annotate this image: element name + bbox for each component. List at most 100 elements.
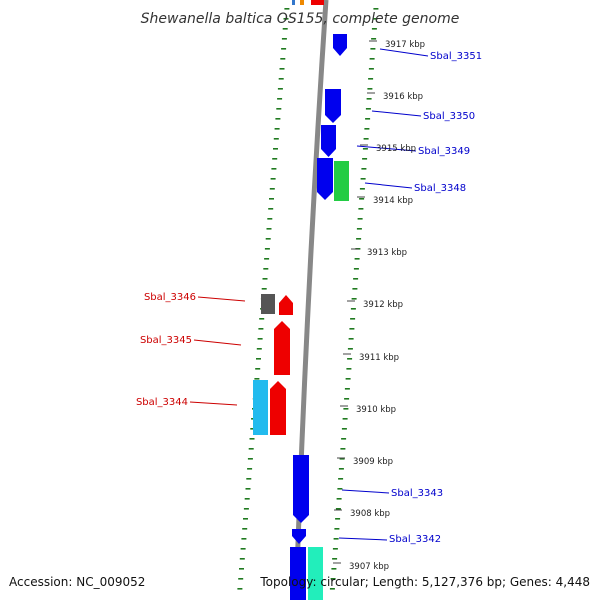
track-dot [248,448,254,450]
gene-label[interactable]: Sbal_3342 [389,534,441,545]
track-dot [336,498,342,500]
track-dot [356,228,362,230]
track-dot [332,548,338,550]
track-dot [339,458,345,460]
gene-label[interactable]: Sbal_3349 [418,146,470,157]
track-dot [358,208,364,210]
track-dot [243,518,248,520]
gene-label[interactable]: Sbal_3346 [144,292,196,303]
track-dot [369,58,375,60]
label-leader-line [371,110,422,117]
track-dot [340,448,346,450]
track-dot [281,38,287,40]
label-leader-line [341,489,390,494]
partial-feature [311,0,324,5]
grey-feature [261,294,275,314]
track-dot [238,578,244,580]
track-dot [255,368,261,370]
track-dot [366,98,372,100]
gene-label[interactable]: Sbal_3351 [430,51,482,62]
track-dot [284,8,290,10]
label-leader-line [379,48,429,57]
track-dot [362,148,368,150]
label-leader-line [364,182,413,189]
track-dot [352,288,358,290]
label-leader-line [356,145,417,152]
track-dot [267,218,273,220]
track-dot [345,378,351,380]
track-dot [338,468,344,470]
track-dot [338,478,344,480]
track-dot [342,418,348,420]
track-dot [333,538,339,540]
kbp-tick-label: 3911 kbp [359,353,399,363]
track-dot [273,138,279,140]
track-dot [344,388,350,390]
track-dot [356,238,362,240]
teal-feature [308,547,323,600]
track-dot [372,18,378,20]
track-dot [256,358,261,360]
label-leader-line [197,296,246,302]
track-dot [256,348,262,350]
partial-feature [292,0,295,5]
track-dot [270,178,276,180]
gene-label[interactable]: Sbal_3350 [423,111,475,122]
track-dot [350,318,356,320]
track-dot [283,18,289,20]
track-dot [257,338,263,340]
track-dot [359,198,365,200]
kbp-ticks: 3917 kbp 3916 kbp 3915 kbp 3914 kbp 3913 kbp… [333,40,425,572]
track-dot [266,228,272,230]
gene-labels: Sbal_3351 Sbal_3350 Sbal_3349 Sbal_3348 Sbal… [136,48,482,545]
track-dot [371,38,377,40]
track-dot [262,278,268,280]
gene-sbal-3342 [292,529,306,544]
track-dot [349,328,355,330]
gene-sbal-3344 [270,381,286,435]
track-dot [343,408,349,410]
track-dot [361,168,367,170]
gene-sbal-3348 [317,158,333,200]
right-dot-track [329,8,379,590]
gene-label[interactable]: Sbal_3344 [136,397,188,408]
track-dot [363,138,369,140]
track-dot [239,568,244,570]
kbp-tick-label: 3913 kbp [367,248,407,258]
label-leader-line [189,401,238,406]
track-dot [247,468,253,470]
track-dot [368,68,374,70]
gene-sbal-3351 [333,34,347,56]
track-dot [354,258,360,260]
track-dot [329,588,335,590]
track-dot [347,348,353,350]
track-dot [259,318,265,320]
gene-label[interactable]: Sbal_3348 [414,183,466,194]
track-dot [274,128,280,130]
green-feature [334,161,349,201]
gene-label[interactable]: Sbal_3345 [140,335,192,346]
track-dot [263,268,269,270]
track-dot [348,338,354,340]
kbp-tick-label: 3907 kbp [349,562,389,572]
gene-label[interactable]: Sbal_3343 [391,488,443,499]
track-dot [365,118,371,120]
track-dot [353,278,359,280]
kbp-tick-label: 3908 kbp [350,509,390,519]
track-dot [280,58,286,60]
track-dot [277,98,283,100]
track-dot [282,28,288,30]
track-dot [246,478,252,480]
track-dot [331,568,337,570]
kbp-tick-label: 3910 kbp [356,405,396,415]
track-dot [276,108,282,110]
track-dot [371,28,377,30]
track-dot [365,108,371,110]
track-dot [241,538,247,540]
genome-stats-text: Topology: circular; Length: 5,127,376 bp… [260,575,590,589]
track-dot [258,328,264,330]
label-leader-line [193,339,242,346]
track-dot [335,518,341,520]
track-dot [350,308,356,310]
track-dot [240,548,246,550]
